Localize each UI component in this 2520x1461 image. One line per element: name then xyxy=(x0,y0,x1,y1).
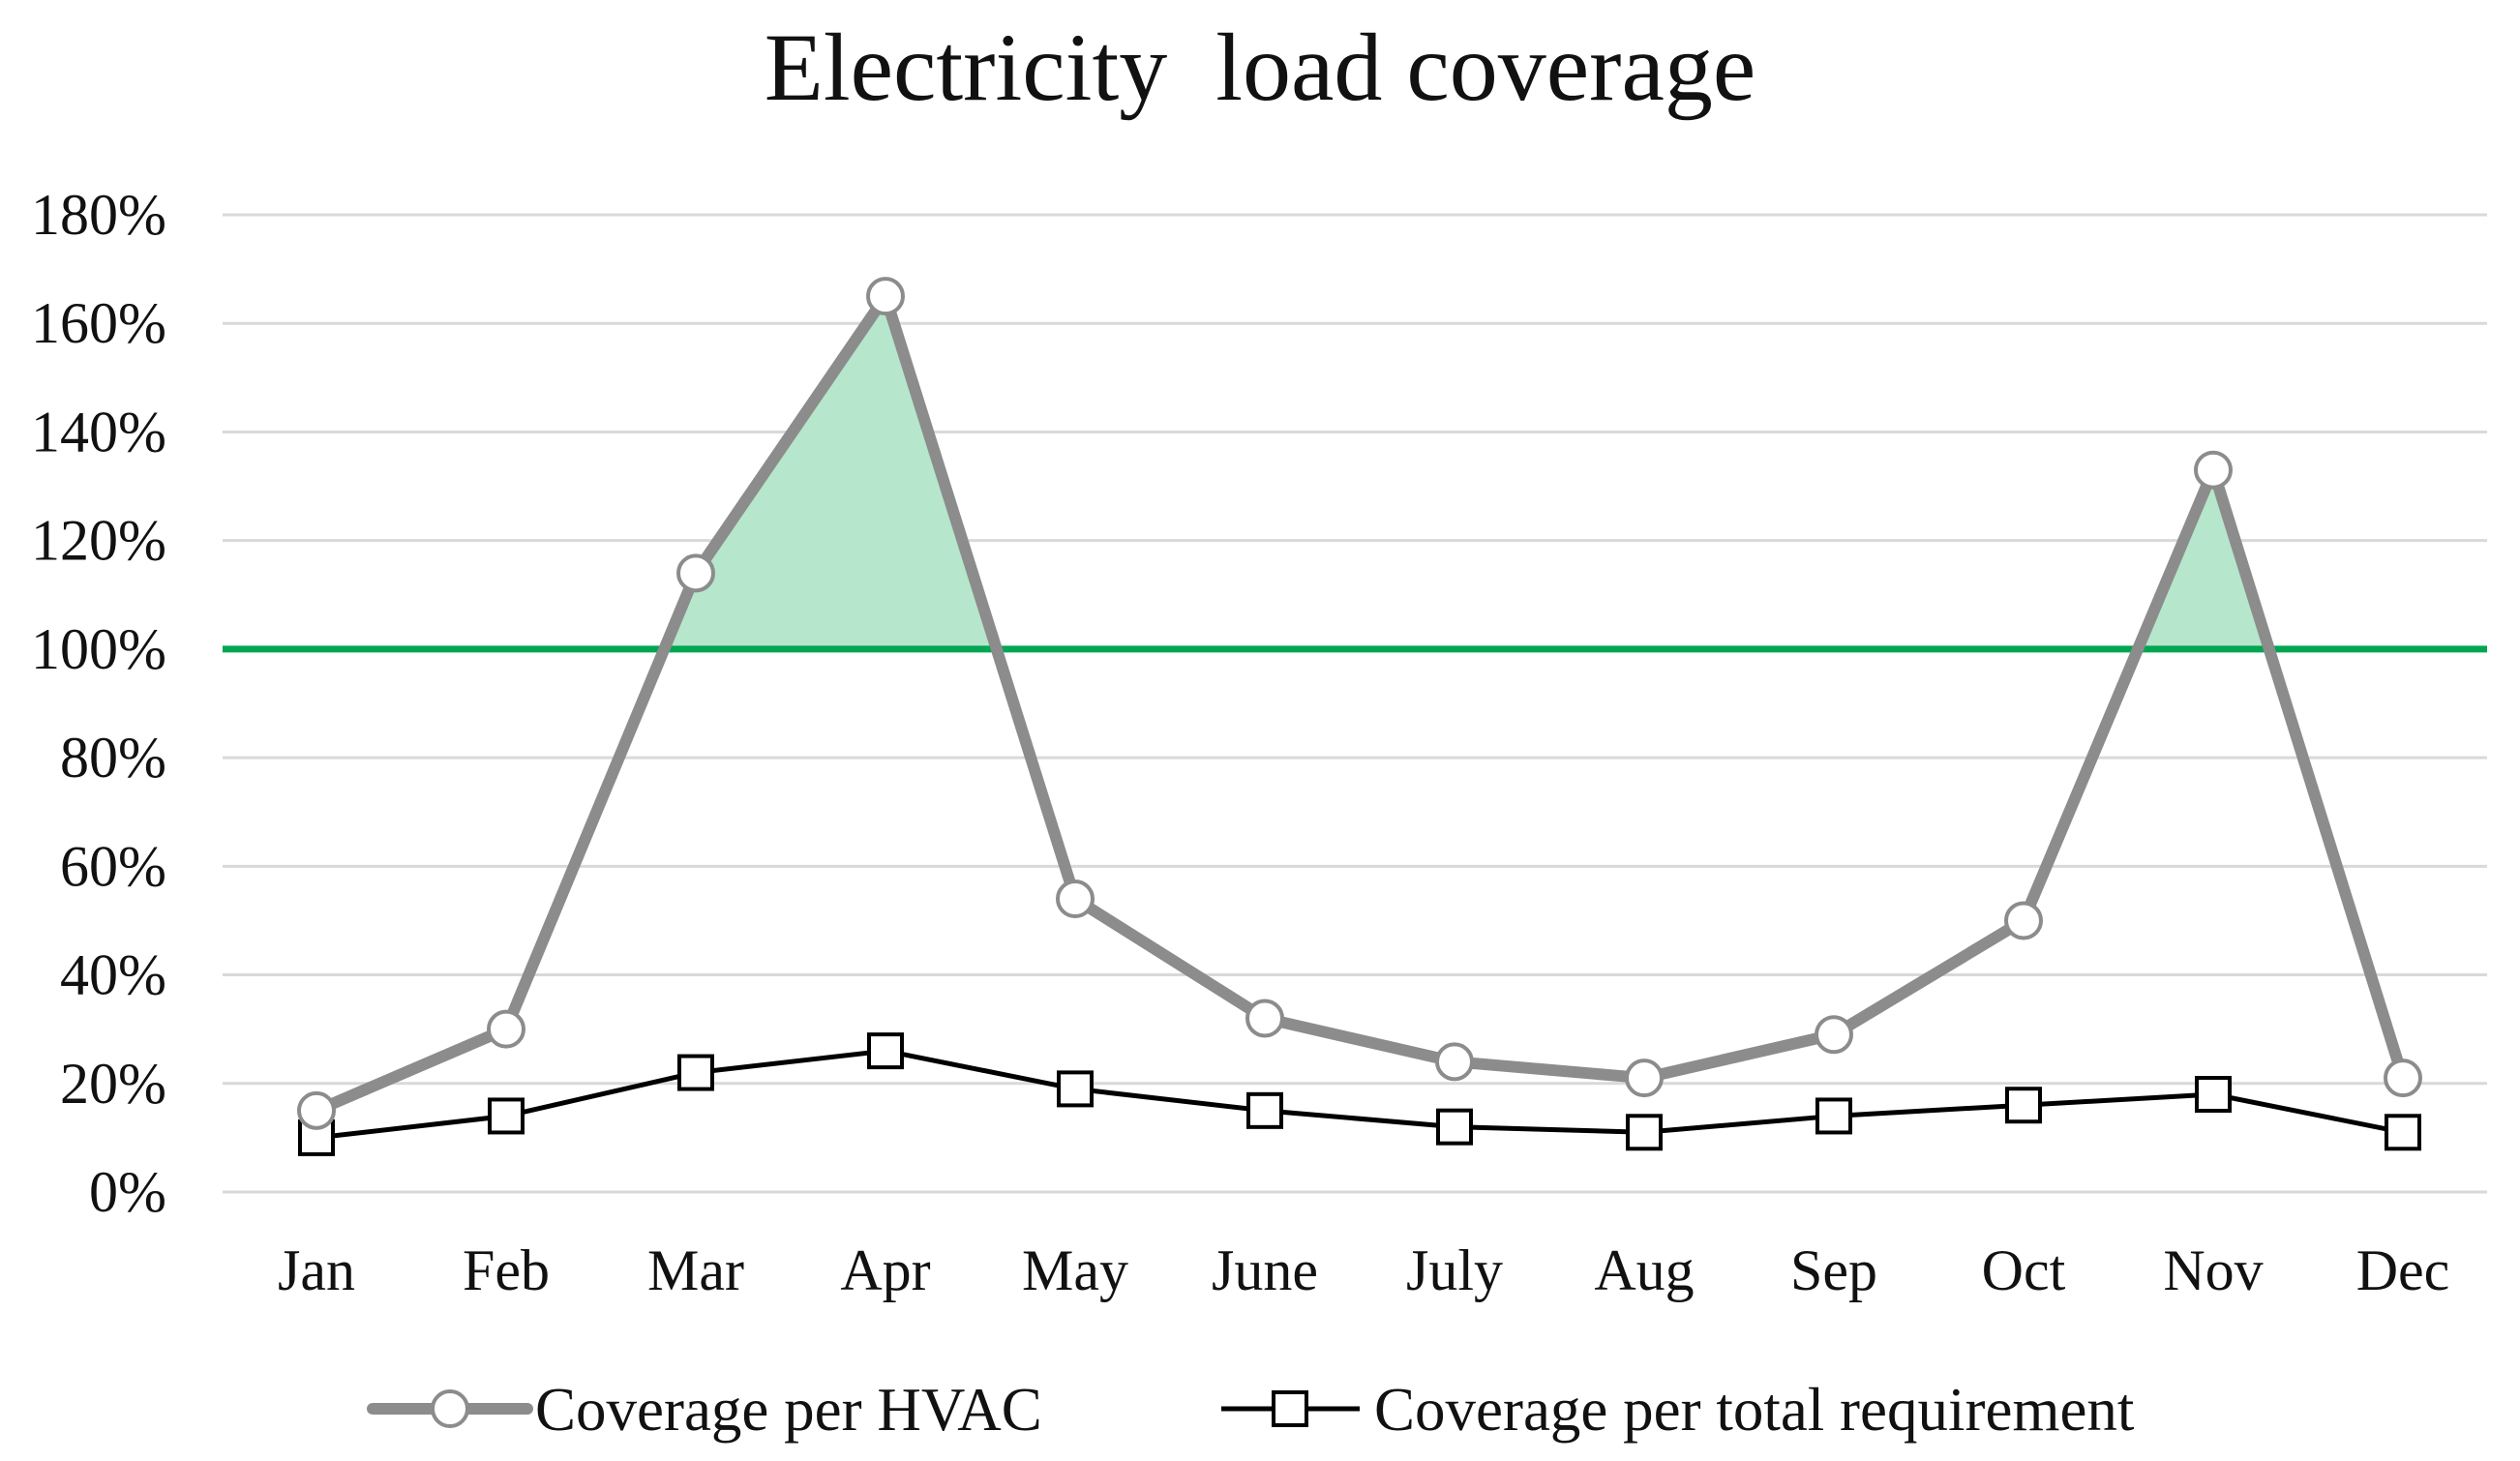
data-point-square xyxy=(677,1054,714,1091)
x-tick-label: Apr xyxy=(840,1238,930,1302)
x-tick-label: Nov xyxy=(2163,1238,2263,1302)
legend-circle-marker xyxy=(431,1389,469,1428)
series-line xyxy=(311,290,2409,1117)
legend-square-marker xyxy=(1272,1390,1308,1427)
x-tick-label: July xyxy=(1406,1238,1503,1302)
data-point-square xyxy=(488,1097,525,1135)
data-point-circle xyxy=(2194,450,2233,490)
legend-item-total: Coverage per total requirement xyxy=(1221,1376,2135,1444)
series-line xyxy=(314,1048,2406,1141)
data-point-square xyxy=(1815,1097,1852,1135)
legend: Coverage per HVAC Coverage per total requ… xyxy=(367,1376,2135,1444)
data-point-square xyxy=(1246,1091,1283,1129)
x-axis-tick-labels: Jan Feb Mar Apr May June July Aug Sep Oct Nov Dec xyxy=(278,1238,2449,1302)
data-point-square xyxy=(2005,1087,2042,1124)
data-point-circle xyxy=(1435,1042,1474,1082)
x-tick-label: Aug xyxy=(1594,1238,1694,1302)
data-point-circle xyxy=(297,1090,336,1130)
excess-coverage-shading xyxy=(664,296,2269,649)
x-tick-label: Dec xyxy=(2356,1238,2450,1302)
x-tick-label: Sep xyxy=(1790,1238,1877,1302)
gridlines xyxy=(223,213,2487,1194)
series-layer xyxy=(297,277,2422,1156)
x-tick-label: Jan xyxy=(278,1238,355,1302)
y-tick-label: 140% xyxy=(31,400,166,463)
x-tick-label: June xyxy=(1212,1238,1318,1302)
x-tick-label: Oct xyxy=(1982,1238,2066,1302)
excess-shade-region xyxy=(664,296,997,649)
chart-title: Electricity load coverage xyxy=(765,14,1755,121)
legend-item-hvac: Coverage per HVAC xyxy=(367,1376,1042,1444)
y-tick-label: 100% xyxy=(31,617,166,681)
data-point-circle xyxy=(2384,1058,2422,1098)
legend-label: Coverage per HVAC xyxy=(535,1376,1042,1444)
legend-label: Coverage per total requirement xyxy=(1374,1376,2135,1444)
y-tick-label: 0% xyxy=(89,1160,166,1224)
data-point-square xyxy=(2385,1114,2421,1151)
x-tick-label: Feb xyxy=(463,1238,550,1302)
y-tick-label: 60% xyxy=(60,834,166,898)
data-point-circle xyxy=(1815,1015,1853,1055)
y-tick-label: 180% xyxy=(31,183,166,247)
data-point-circle xyxy=(1245,999,1284,1038)
x-tick-label: Mar xyxy=(647,1238,744,1302)
data-point-square xyxy=(1626,1114,1663,1151)
y-axis-tick-labels: 0% 20% 40% 60% 80% 100% 120% 140% 160% 180% xyxy=(31,183,166,1224)
data-point-circle xyxy=(1625,1058,1664,1098)
data-point-square xyxy=(1436,1108,1473,1146)
y-tick-label: 160% xyxy=(31,291,166,355)
x-tick-label: May xyxy=(1022,1238,1128,1302)
data-point-circle xyxy=(866,277,905,316)
y-tick-label: 20% xyxy=(60,1052,166,1116)
y-tick-label: 80% xyxy=(60,726,166,790)
data-point-circle xyxy=(2004,901,2043,940)
data-point-square xyxy=(2195,1076,2232,1113)
excess-shade-region xyxy=(2138,469,2269,649)
data-point-circle xyxy=(1056,880,1095,918)
y-tick-label: 40% xyxy=(60,943,166,1007)
data-point-circle xyxy=(676,553,715,593)
data-point-square xyxy=(298,1118,335,1156)
series-square xyxy=(298,1032,2421,1156)
y-tick-label: 120% xyxy=(31,509,166,573)
data-point-circle xyxy=(487,1009,525,1049)
series-circle xyxy=(297,277,2422,1130)
data-point-square xyxy=(1057,1070,1094,1108)
data-point-square xyxy=(867,1032,904,1070)
